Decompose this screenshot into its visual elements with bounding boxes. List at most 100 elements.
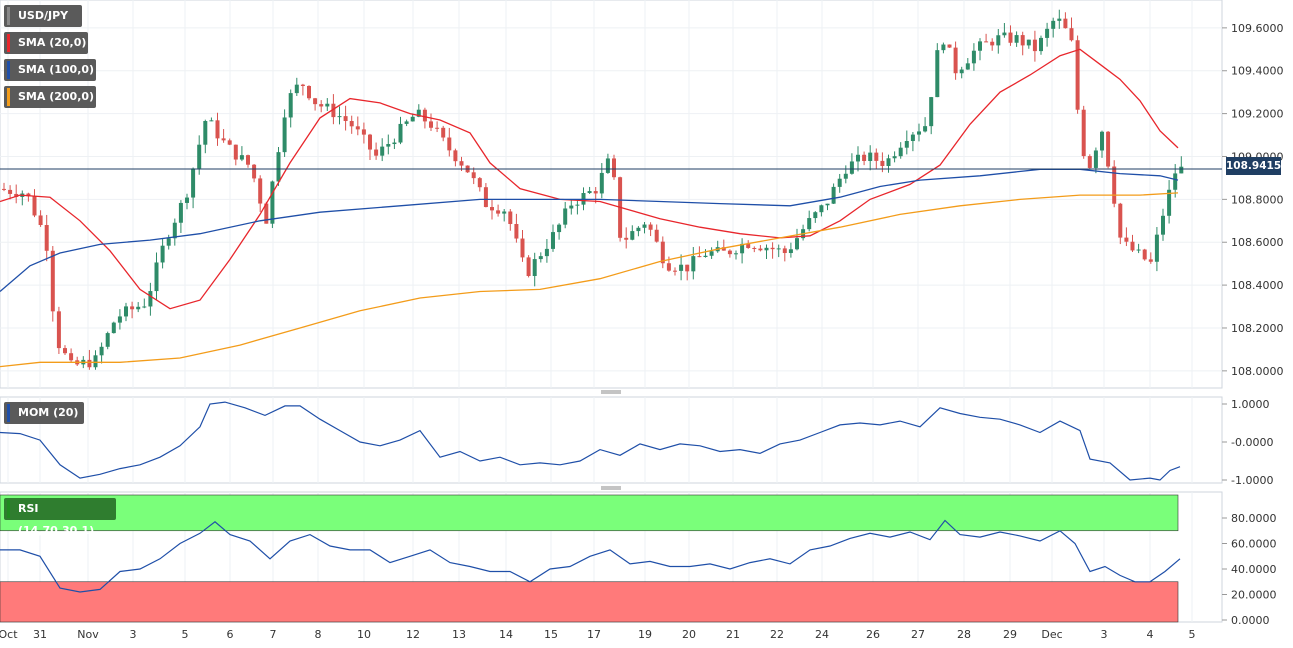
rsi-overbought-band bbox=[0, 494, 1179, 532]
candle-down bbox=[56, 311, 61, 349]
candle-up bbox=[136, 306, 141, 310]
x-tick-label: 7 bbox=[270, 628, 277, 641]
legend-label: RSI (14,70,30,1) bbox=[18, 502, 95, 537]
candle-up bbox=[971, 50, 976, 64]
rsi-line bbox=[0, 519, 1181, 593]
legend-sma100[interactable]: SMA (100,0) bbox=[4, 59, 96, 81]
legend-label: SMA (100,0) bbox=[18, 63, 95, 76]
y-tick-label: 80.0000 bbox=[1231, 512, 1277, 525]
candle-up bbox=[740, 243, 745, 254]
y-tick-label: 108.8000 bbox=[1231, 193, 1284, 206]
candle-down bbox=[221, 138, 226, 141]
momentum-line bbox=[0, 401, 1181, 481]
candle-up bbox=[691, 256, 696, 272]
candle-down bbox=[313, 98, 318, 105]
candle-up bbox=[569, 205, 574, 209]
x-tick-label: 29 bbox=[1003, 628, 1017, 641]
x-tick-label: 3 bbox=[130, 628, 137, 641]
x-tick-label: 14 bbox=[499, 628, 513, 641]
candle-up bbox=[172, 222, 177, 239]
candle-down bbox=[758, 248, 763, 251]
candle-up bbox=[544, 248, 549, 257]
y-tick-label: 108.6000 bbox=[1231, 236, 1284, 249]
candle-up bbox=[154, 262, 159, 292]
y-tick-label: 108.0000 bbox=[1231, 365, 1284, 378]
candle-up bbox=[679, 264, 684, 271]
candle-up bbox=[93, 355, 98, 368]
candle-down bbox=[746, 243, 751, 248]
candle-up bbox=[337, 116, 342, 118]
candle-down bbox=[471, 172, 476, 179]
candle-down bbox=[331, 103, 336, 118]
legend-label: MOM (20) bbox=[18, 406, 79, 419]
candle-down bbox=[374, 149, 379, 156]
candle-up bbox=[935, 50, 940, 98]
x-tick-label: 17 bbox=[587, 628, 601, 641]
candle-down bbox=[2, 188, 6, 190]
candle-up bbox=[856, 154, 860, 162]
candle-up bbox=[929, 97, 934, 127]
candle-up bbox=[532, 259, 537, 276]
candle-up bbox=[276, 152, 281, 182]
candle-down bbox=[1069, 28, 1074, 41]
candle-up bbox=[996, 35, 1001, 46]
candle-down bbox=[1075, 40, 1080, 110]
candle-up bbox=[868, 152, 873, 161]
candle-down bbox=[1020, 35, 1025, 46]
legend-swatch bbox=[7, 7, 10, 25]
candle-down bbox=[441, 127, 446, 138]
candle-down bbox=[520, 238, 525, 258]
candle-down bbox=[1087, 156, 1092, 168]
candle-up bbox=[563, 208, 568, 225]
x-tick-label: 6 bbox=[227, 628, 234, 641]
candle-up bbox=[557, 224, 562, 233]
legend-rsi[interactable]: RSI (14,70,30,1) bbox=[4, 498, 116, 537]
y-tick-label: 108.2000 bbox=[1231, 322, 1284, 335]
legend-usdjpy[interactable]: USD/JPY bbox=[4, 5, 82, 27]
legend-sma200[interactable]: SMA (200,0) bbox=[4, 86, 96, 108]
x-tick-label: 26 bbox=[866, 628, 880, 641]
candle-up bbox=[502, 211, 507, 214]
candle-up bbox=[1026, 39, 1031, 46]
candle-down bbox=[459, 161, 464, 166]
candle-up bbox=[325, 103, 330, 107]
candle-up bbox=[1039, 37, 1043, 52]
candle-down bbox=[215, 120, 220, 139]
candle-down bbox=[1106, 131, 1111, 167]
candle-down bbox=[422, 109, 427, 122]
candle-down bbox=[1063, 18, 1068, 29]
candle-up bbox=[416, 109, 421, 117]
candle-up bbox=[1173, 173, 1178, 190]
x-tick-label: 15 bbox=[544, 628, 558, 641]
candle-down bbox=[429, 121, 433, 128]
x-tick-label: 13 bbox=[452, 628, 466, 641]
candle-up bbox=[965, 63, 970, 70]
candle-up bbox=[185, 197, 189, 203]
candle-up bbox=[1167, 189, 1172, 216]
candle-down bbox=[612, 158, 616, 178]
candle-up bbox=[898, 147, 903, 157]
candle-down bbox=[38, 215, 43, 226]
candle-up bbox=[1136, 249, 1141, 251]
candle-up bbox=[1014, 35, 1019, 43]
candle-up bbox=[587, 191, 592, 194]
candle-down bbox=[862, 154, 867, 161]
candle-down bbox=[447, 137, 452, 151]
legend-swatch bbox=[7, 34, 10, 52]
candle-down bbox=[477, 178, 482, 188]
candle-down bbox=[32, 196, 37, 216]
candle-down bbox=[984, 41, 989, 43]
candle-up bbox=[734, 253, 738, 255]
candle-down bbox=[947, 44, 952, 48]
candle-up bbox=[270, 181, 275, 224]
candle-down bbox=[514, 224, 519, 239]
legend-sma20[interactable]: SMA (20,0) bbox=[4, 32, 88, 54]
candle-up bbox=[551, 232, 555, 249]
legend-mom[interactable]: MOM (20) bbox=[4, 402, 84, 424]
x-tick-label: 22 bbox=[770, 628, 784, 641]
candle-down bbox=[361, 129, 366, 135]
momentum-frame bbox=[0, 396, 1223, 484]
candle-down bbox=[526, 257, 531, 276]
candle-down bbox=[953, 47, 958, 74]
